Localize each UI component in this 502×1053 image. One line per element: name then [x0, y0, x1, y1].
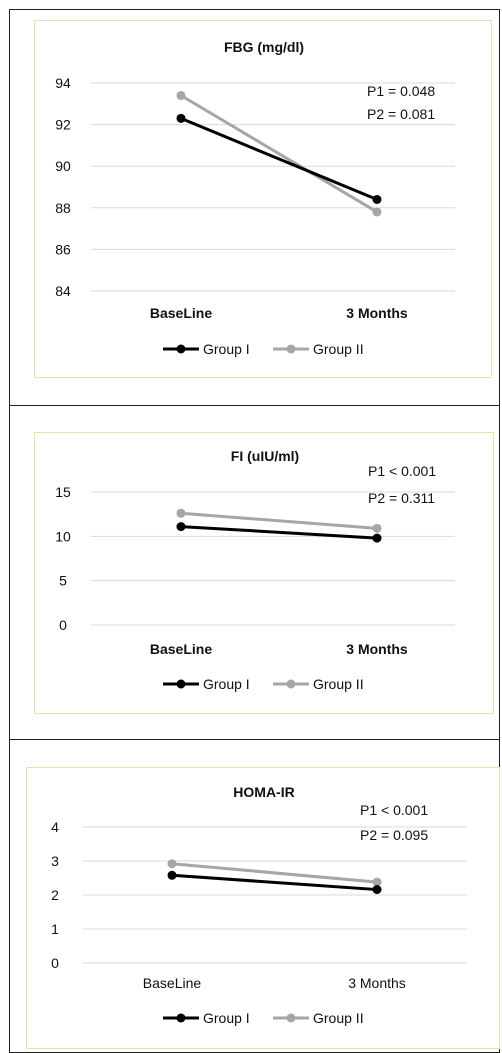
- data-point: [176, 522, 186, 532]
- legend-marker: [286, 679, 296, 689]
- x-tick-label: 3 Months: [346, 305, 408, 321]
- chart-title: FBG (mg/dl): [224, 39, 304, 55]
- x-tick-label: BaseLine: [150, 641, 212, 657]
- y-tick-label: 0: [51, 955, 59, 971]
- chart-fbg: FBG (mg/dl) 84 86 88 90 92 94 BaseLine 3 Months P…: [55, 39, 455, 357]
- data-point: [372, 533, 382, 543]
- y-tick-label: 94: [55, 75, 71, 91]
- legend-marker: [176, 344, 186, 354]
- data-point: [372, 885, 382, 895]
- series-line-group-i: [180, 525, 378, 540]
- legend-label: Group II: [313, 676, 364, 692]
- legend-label: Group II: [313, 1010, 364, 1026]
- p-value-annotation: P2 = 0.095: [360, 827, 428, 843]
- x-tick-label: 3 Months: [346, 641, 408, 657]
- legend-label: Group I: [203, 341, 250, 357]
- p-value-annotation: P2 = 0.081: [367, 106, 435, 122]
- y-tick-label: 1: [51, 921, 59, 937]
- data-point: [176, 508, 186, 518]
- x-tick-label: 3 Months: [348, 975, 406, 991]
- data-point: [176, 90, 186, 100]
- series-line-group-i: [171, 873, 378, 892]
- y-tick-label: 2: [51, 887, 59, 903]
- data-point: [167, 870, 177, 880]
- data-point: [372, 194, 382, 204]
- legend-marker: [176, 1013, 186, 1023]
- data-point: [372, 877, 382, 887]
- chart-title: HOMA-IR: [233, 784, 294, 800]
- y-tick-label: 3: [51, 853, 59, 869]
- y-tick-label: 15: [55, 484, 71, 500]
- data-point: [372, 207, 382, 217]
- y-tick-label: 90: [55, 158, 71, 174]
- series-line-group-ii: [180, 511, 378, 530]
- chart-panel-fbg: FBG (mg/dl) 84 86 88 90 92 94 BaseLine 3 Months P…: [34, 20, 492, 378]
- legend-label: Group II: [313, 341, 364, 357]
- y-tick-label: 0: [59, 617, 67, 633]
- series-line-group-ii: [171, 862, 378, 884]
- y-tick-label: 88: [55, 200, 71, 216]
- legend-label: Group I: [203, 1010, 250, 1026]
- p-value-annotation: P1 < 0.001: [368, 463, 436, 479]
- y-tick-label: 84: [55, 283, 71, 299]
- chart-panel-fi: FI (uIU/ml) 0 5 10 15 BaseLine 3 Months P1 < 0.…: [34, 432, 494, 714]
- series-line-group-i: [180, 116, 378, 201]
- legend-label: Group I: [203, 676, 250, 692]
- x-tick-label: BaseLine: [143, 975, 202, 991]
- legend-marker: [286, 344, 296, 354]
- p-value-annotation: P1 = 0.048: [367, 83, 435, 99]
- data-point: [176, 113, 186, 123]
- p-value-annotation: P2 = 0.311: [368, 490, 435, 506]
- chart-panel-homa: HOMA-IR 0 1 2 3 4 BaseLine 3 Months P1 < 0.001 P2…: [26, 767, 500, 1049]
- y-tick-label: 5: [59, 573, 67, 589]
- y-tick-label: 10: [55, 528, 71, 544]
- legend-marker: [286, 1013, 296, 1023]
- y-tick-label: 86: [55, 241, 71, 257]
- chart-fi: FI (uIU/ml) 0 5 10 15 BaseLine 3 Months P1 < 0.…: [55, 448, 455, 692]
- x-tick-label: BaseLine: [150, 305, 212, 321]
- y-tick-label: 92: [55, 117, 71, 133]
- data-point: [372, 523, 382, 533]
- p-value-annotation: P1 < 0.001: [360, 802, 428, 818]
- series-line-group-ii: [180, 94, 378, 214]
- chart-homa-ir: HOMA-IR 0 1 2 3 4 BaseLine 3 Months P1 < 0.001 P2…: [51, 784, 467, 1026]
- chart-title: FI (uIU/ml): [231, 448, 299, 464]
- data-point: [167, 859, 177, 869]
- legend-marker: [176, 679, 186, 689]
- y-tick-label: 4: [51, 819, 59, 835]
